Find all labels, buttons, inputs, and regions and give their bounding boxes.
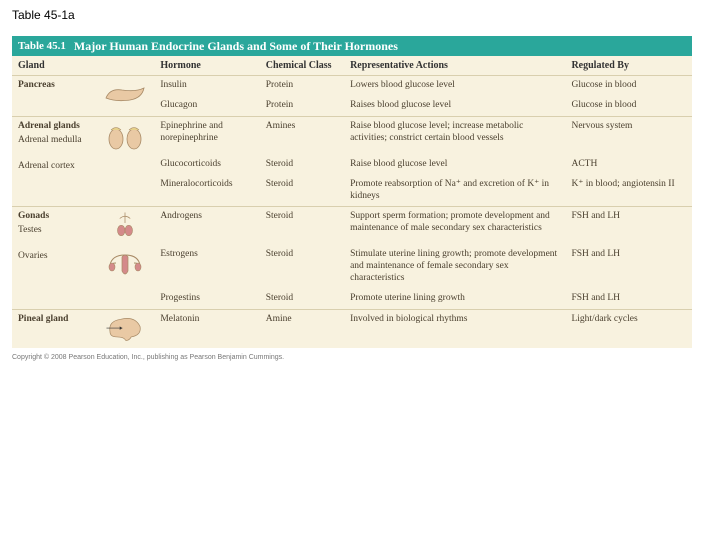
table-row: ProgestinsSteroidPromote uterine lining … [12, 289, 692, 309]
cell-chem: Amines [260, 116, 344, 155]
cell-gland [12, 289, 96, 309]
brain-icon [102, 314, 148, 344]
gland-sub: Adrenal medulla [18, 135, 90, 147]
cell-chem: Amine [260, 309, 344, 348]
table-row: Ovaries EstrogensSteroidStimulate uterine… [12, 245, 692, 289]
col-hormone: Hormone [154, 56, 259, 76]
gland-name: Pancreas [18, 80, 55, 90]
table-row: Adrenal glands Adrenal medulla Epinephrine… [12, 116, 692, 155]
cell-actions: Involved in biological rhythms [344, 309, 565, 348]
cell-hormone: Progestins [154, 289, 259, 309]
cell-chem: Steroid [260, 289, 344, 309]
cell-hormone: Glucocorticoids [154, 155, 259, 175]
ovaries-icon [102, 249, 148, 279]
gland-name: Gonads [18, 211, 49, 221]
cell-actions: Stimulate uterine lining growth; promote… [344, 245, 565, 289]
table-row: Adrenal cortex GlucocorticoidsSteroidRais… [12, 155, 692, 175]
cell-actions: Support sperm formation; promote develop… [344, 207, 565, 246]
cell-reg: K⁺ in blood; angiotensin II [565, 175, 692, 207]
cell-actions: Promote reabsorption of Na⁺ and excretio… [344, 175, 565, 207]
copyright-text: Copyright © 2008 Pearson Education, Inc.… [12, 354, 692, 361]
cell-hormone: Insulin [154, 76, 259, 96]
cell-hormone: Mineralocorticoids [154, 175, 259, 207]
table-number: Table 45.1 [18, 40, 66, 52]
cell-hormone: Glucagon [154, 96, 259, 116]
cell-illustration [96, 289, 154, 309]
table-row: Gonads Testes AndrogensSteroidSupport sper… [12, 207, 692, 246]
cell-hormone: Epinephrine and norepinephrine [154, 116, 259, 155]
cell-reg: FSH and LH [565, 289, 692, 309]
cell-reg: Glucose in blood [565, 76, 692, 96]
gland-name: Adrenal glands [18, 121, 80, 131]
slide-label: Table 45-1a [12, 8, 708, 22]
cell-hormone: Estrogens [154, 245, 259, 289]
cell-reg: Glucose in blood [565, 96, 692, 116]
cell-actions: Raise blood glucose level; increase meta… [344, 116, 565, 155]
gland-sub: Testes [18, 225, 90, 237]
cell-illustration [96, 309, 154, 348]
cell-gland: Gonads Testes [12, 207, 96, 246]
cell-hormone: Androgens [154, 207, 259, 246]
gland-sub: Ovaries [18, 251, 90, 263]
table-row: Pancreas InsulinProteinLowers blood gluco… [12, 76, 692, 96]
adrenal-icon [102, 121, 148, 151]
col-gland: Gland [12, 56, 154, 76]
cell-illustration [96, 116, 154, 155]
cell-illustration [96, 76, 154, 117]
cell-chem: Steroid [260, 155, 344, 175]
cell-actions: Lowers blood glucose level [344, 76, 565, 96]
cell-actions: Promote uterine lining growth [344, 289, 565, 309]
cell-illustration [96, 245, 154, 289]
table-header-bar: Table 45.1 Major Human Endocrine Glands … [12, 36, 692, 56]
cell-gland: Pineal gland [12, 309, 96, 348]
col-actions: Representative Actions [344, 56, 565, 76]
cell-chem: Steroid [260, 207, 344, 246]
cell-chem: Protein [260, 96, 344, 116]
cell-reg: FSH and LH [565, 207, 692, 246]
cell-gland: Pancreas [12, 76, 96, 117]
col-chem: Chemical Class [260, 56, 344, 76]
cell-gland: Adrenal glands Adrenal medulla [12, 116, 96, 155]
cell-illustration [96, 207, 154, 246]
table-title: Major Human Endocrine Glands and Some of… [74, 39, 398, 54]
table-row: Pineal gland MelatoninAmineInvolved in bi… [12, 309, 692, 348]
cell-reg: Nervous system [565, 116, 692, 155]
cell-hormone: Melatonin [154, 309, 259, 348]
cell-illustration [96, 155, 154, 207]
gland-sub: Adrenal cortex [18, 161, 90, 173]
endocrine-table: Gland Hormone Chemical Class Representat… [12, 56, 692, 348]
cell-gland: Ovaries [12, 245, 96, 289]
pancreas-icon [102, 80, 148, 110]
testes-icon [102, 211, 148, 241]
cell-gland: Adrenal cortex [12, 155, 96, 207]
col-reg: Regulated By [565, 56, 692, 76]
gland-name: Pineal gland [18, 314, 68, 324]
cell-chem: Steroid [260, 245, 344, 289]
cell-actions: Raise blood glucose level [344, 155, 565, 175]
cell-chem: Steroid [260, 175, 344, 207]
endocrine-table-wrap: Table 45.1 Major Human Endocrine Glands … [12, 36, 692, 361]
cell-actions: Raises blood glucose level [344, 96, 565, 116]
cell-reg: Light/dark cycles [565, 309, 692, 348]
cell-chem: Protein [260, 76, 344, 96]
cell-reg: ACTH [565, 155, 692, 175]
cell-reg: FSH and LH [565, 245, 692, 289]
